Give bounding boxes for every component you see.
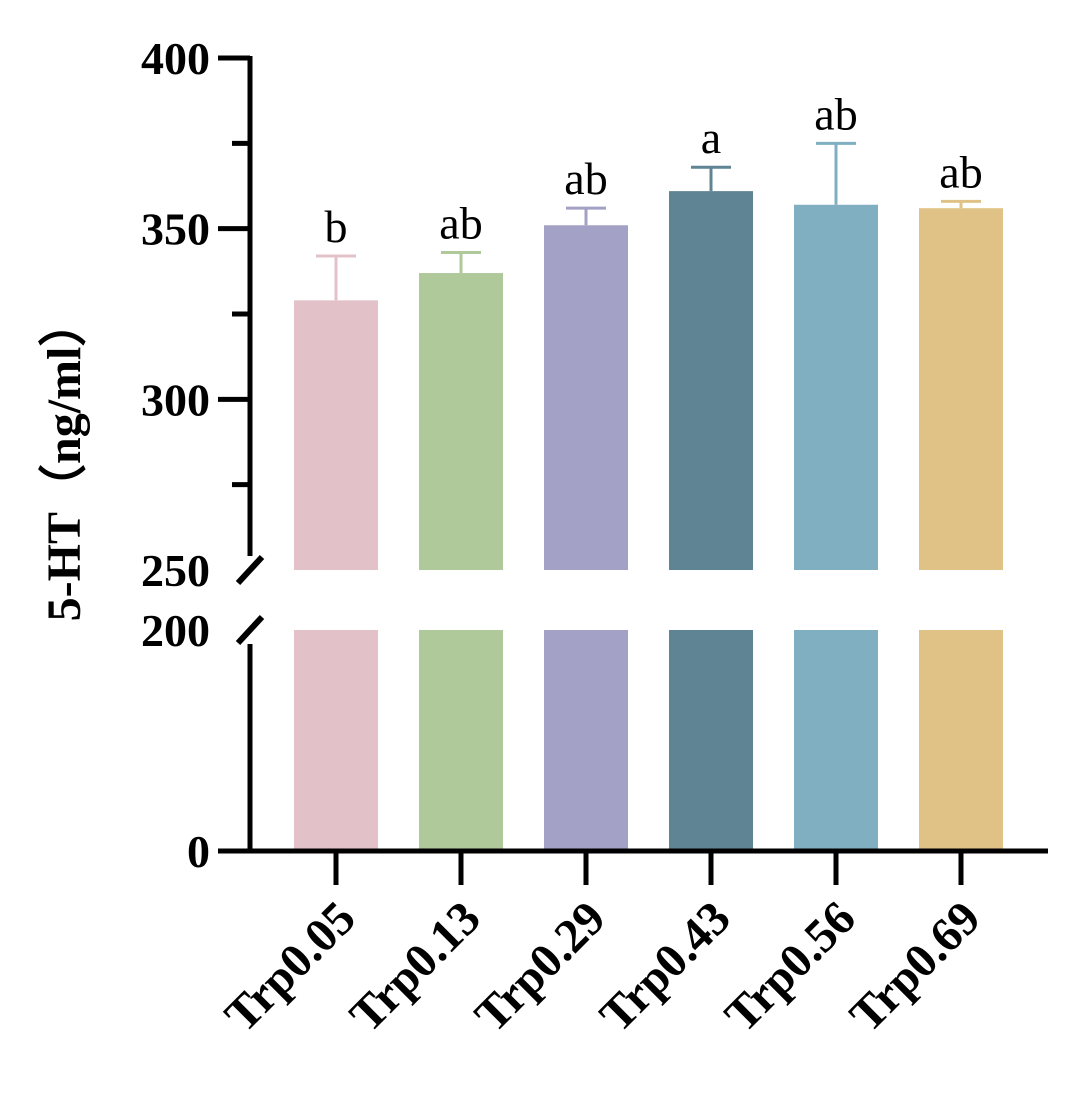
axis-break-mark-upper: [235, 554, 265, 586]
significance-label: ab: [439, 198, 482, 249]
y-axis-title: 5-HT（ng/ml）: [38, 299, 91, 622]
y-tick-label: 300: [141, 374, 210, 425]
significance-label: b: [325, 201, 348, 252]
y-tick-label: 200: [141, 605, 210, 656]
error-bars-group: [316, 141, 981, 301]
y-ticks-group: 0 200 250 300 350 400: [141, 33, 250, 877]
x-tick-label: Trp0.56: [715, 891, 866, 1042]
bar-upper-segment: [294, 300, 378, 570]
axes-group: [235, 56, 1048, 854]
x-tick-label: Trp0.05: [215, 891, 366, 1042]
bar-lower-segment: [794, 630, 878, 851]
bar-lower-segment: [919, 630, 1003, 851]
significance-label: ab: [939, 146, 982, 197]
y-tick-label: 0: [187, 826, 210, 877]
x-ticks-group: Trp0.05Trp0.13Trp0.29Trp0.43Trp0.56Trp0.…: [215, 851, 991, 1042]
x-tick-label: Trp0.29: [465, 891, 616, 1042]
bar-lower-segment: [419, 630, 503, 851]
axis-break-mark-lower: [235, 614, 265, 646]
significance-labels-group: b ab ab a ab ab: [325, 88, 983, 252]
bars-group: [294, 191, 1003, 851]
bar-lower-segment: [669, 630, 753, 851]
x-tick-label: Trp0.13: [340, 891, 491, 1042]
significance-label: ab: [564, 153, 607, 204]
bar-upper-segment: [919, 208, 1003, 571]
x-tick-label: Trp0.69: [840, 891, 991, 1042]
significance-label: ab: [814, 88, 857, 139]
y-tick-label: 350: [141, 204, 210, 255]
bar-upper-segment: [669, 191, 753, 570]
bar-lower-segment: [294, 630, 378, 851]
bar-upper-segment: [544, 225, 628, 570]
bar-lower-segment: [544, 630, 628, 851]
x-tick-label: Trp0.43: [590, 891, 741, 1042]
y-tick-label: 250: [141, 545, 210, 596]
bar-upper-segment: [794, 204, 878, 571]
bar-upper-segment: [419, 273, 503, 570]
significance-label: a: [701, 112, 721, 163]
y-tick-label: 400: [141, 33, 210, 84]
